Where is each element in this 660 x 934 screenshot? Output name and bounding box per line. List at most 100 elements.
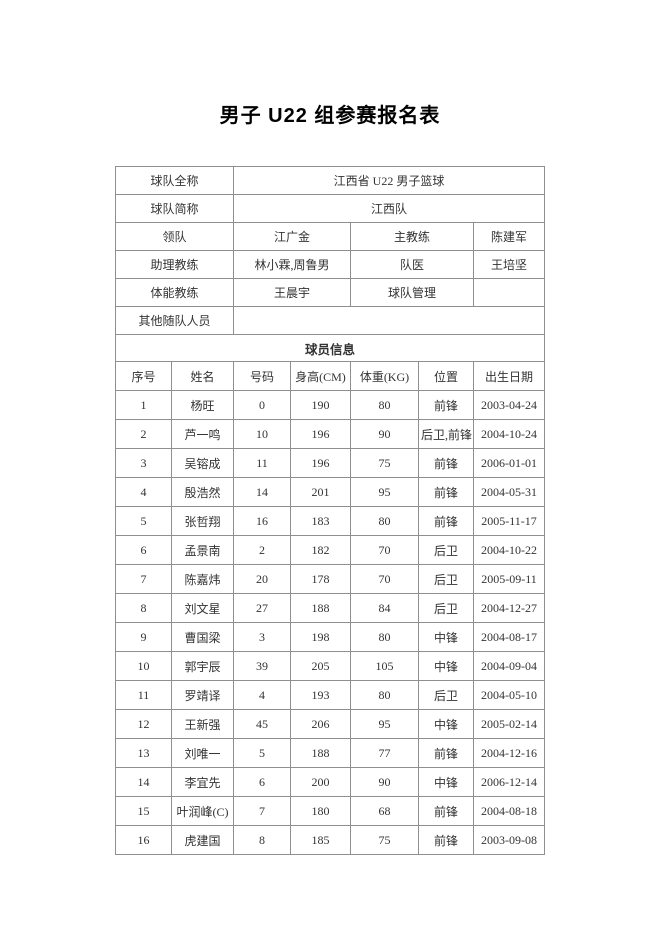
player-index-cell: 12 xyxy=(114,709,172,739)
player-row: 7 陈嘉炜 20 178 70 后卫 2005-09-11 xyxy=(114,564,546,594)
player-name-cell: 刘文星 xyxy=(170,593,234,623)
player-height-cell: 201 xyxy=(289,477,351,507)
team-shortname-label: 球队简称 xyxy=(114,194,234,223)
player-name-cell: 叶润峰(C) xyxy=(170,796,234,826)
player-position-cell: 前锋 xyxy=(417,477,474,507)
player-row: 3 吴镕成 11 196 75 前锋 2006-01-01 xyxy=(114,448,546,478)
player-weight-cell: 70 xyxy=(349,535,419,565)
player-position-cell: 中锋 xyxy=(417,709,474,739)
team-fullname-value: 江西省 U22 男子篮球 xyxy=(232,166,546,195)
assistant-coach-value: 林小霖,周鲁男 xyxy=(232,250,351,279)
player-index-cell: 3 xyxy=(114,448,172,478)
players-table-body: 1 杨旺 0 190 80 前锋 2003-04-24 2 芦一鸣 10 196… xyxy=(114,390,546,855)
player-number-cell: 6 xyxy=(232,767,291,797)
player-row: 15 叶润峰(C) 7 180 68 前锋 2004-08-18 xyxy=(114,796,546,826)
player-number-cell: 16 xyxy=(232,506,291,536)
player-row: 14 李宜先 6 200 90 中锋 2006-12-14 xyxy=(114,767,546,797)
team-shortname-value: 江西队 xyxy=(232,194,546,223)
player-height-cell: 193 xyxy=(289,680,351,710)
player-height-cell: 206 xyxy=(289,709,351,739)
fitness-coach-value: 王晨宇 xyxy=(232,278,351,307)
col-header-height: 身高(CM) xyxy=(289,361,351,391)
player-name-cell: 刘唯一 xyxy=(170,738,234,768)
fitness-coach-label: 体能教练 xyxy=(114,278,234,307)
player-index-cell: 2 xyxy=(114,419,172,449)
player-birthdate-cell: 2004-05-10 xyxy=(472,680,546,710)
assistant-doctor-row: 助理教练 林小霖,周鲁男 队医 王培坚 xyxy=(114,250,546,279)
leader-label: 领队 xyxy=(114,222,234,251)
player-position-cell: 中锋 xyxy=(417,651,474,681)
player-number-cell: 20 xyxy=(232,564,291,594)
page-title: 男子 U22 组参赛报名表 xyxy=(219,105,441,127)
player-height-cell: 198 xyxy=(289,622,351,652)
head-coach-label: 主教练 xyxy=(349,222,474,251)
player-position-cell: 后卫 xyxy=(417,593,474,623)
player-weight-cell: 80 xyxy=(349,680,419,710)
team-manager-value xyxy=(472,278,546,307)
other-staff-row: 其他随队人员 xyxy=(114,306,546,335)
player-weight-cell: 105 xyxy=(349,651,419,681)
player-index-cell: 6 xyxy=(114,535,172,565)
player-weight-cell: 95 xyxy=(349,709,419,739)
player-height-cell: 190 xyxy=(289,390,351,420)
player-name-cell: 殷浩然 xyxy=(170,477,234,507)
players-column-header-row: 序号 姓名 号码 身高(CM) 体重(KG) 位置 出生日期 xyxy=(114,361,546,391)
player-height-cell: 182 xyxy=(289,535,351,565)
player-row: 11 罗靖译 4 193 80 后卫 2004-05-10 xyxy=(114,680,546,710)
player-position-cell: 后卫 xyxy=(417,535,474,565)
player-position-cell: 后卫,前锋 xyxy=(417,419,474,449)
player-height-cell: 185 xyxy=(289,825,351,855)
player-number-cell: 4 xyxy=(232,680,291,710)
player-weight-cell: 80 xyxy=(349,390,419,420)
other-staff-value xyxy=(232,306,546,335)
col-header-position: 位置 xyxy=(417,361,474,391)
team-doctor-label: 队医 xyxy=(349,250,474,279)
player-position-cell: 前锋 xyxy=(417,506,474,536)
player-index-cell: 14 xyxy=(114,767,172,797)
player-index-cell: 8 xyxy=(114,593,172,623)
player-birthdate-cell: 2005-09-11 xyxy=(472,564,546,594)
player-row: 5 张哲翔 16 183 80 前锋 2005-11-17 xyxy=(114,506,546,536)
player-weight-cell: 80 xyxy=(349,506,419,536)
players-section-title: 球员信息 xyxy=(114,334,546,362)
player-number-cell: 8 xyxy=(232,825,291,855)
player-height-cell: 188 xyxy=(289,738,351,768)
player-birthdate-cell: 2003-09-08 xyxy=(472,825,546,855)
leader-value: 江广金 xyxy=(232,222,351,251)
col-header-number: 号码 xyxy=(232,361,291,391)
player-row: 13 刘唯一 5 188 77 前锋 2004-12-16 xyxy=(114,738,546,768)
player-index-cell: 4 xyxy=(114,477,172,507)
player-birthdate-cell: 2003-04-24 xyxy=(472,390,546,420)
player-name-cell: 张哲翔 xyxy=(170,506,234,536)
player-birthdate-cell: 2004-10-24 xyxy=(472,419,546,449)
team-fullname-label: 球队全称 xyxy=(114,166,234,195)
player-number-cell: 27 xyxy=(232,593,291,623)
player-birthdate-cell: 2006-12-14 xyxy=(472,767,546,797)
player-row: 6 孟景南 2 182 70 后卫 2004-10-22 xyxy=(114,535,546,565)
player-index-cell: 5 xyxy=(114,506,172,536)
player-name-cell: 虎建国 xyxy=(170,825,234,855)
leader-coach-row: 领队 江广金 主教练 陈建军 xyxy=(114,222,546,251)
players-section-header-row: 球员信息 xyxy=(114,334,546,362)
player-row: 2 芦一鸣 10 196 90 后卫,前锋 2004-10-24 xyxy=(114,419,546,449)
fitness-manager-row: 体能教练 王晨宇 球队管理 xyxy=(114,278,546,307)
player-position-cell: 前锋 xyxy=(417,796,474,826)
player-position-cell: 后卫 xyxy=(417,680,474,710)
player-position-cell: 中锋 xyxy=(417,767,474,797)
player-name-cell: 曹国梁 xyxy=(170,622,234,652)
player-index-cell: 13 xyxy=(114,738,172,768)
player-name-cell: 吴镕成 xyxy=(170,448,234,478)
col-header-birthdate: 出生日期 xyxy=(472,361,546,391)
player-row: 4 殷浩然 14 201 95 前锋 2004-05-31 xyxy=(114,477,546,507)
player-weight-cell: 95 xyxy=(349,477,419,507)
player-birthdate-cell: 2004-05-31 xyxy=(472,477,546,507)
player-height-cell: 205 xyxy=(289,651,351,681)
team-manager-label: 球队管理 xyxy=(349,278,474,307)
player-row: 9 曹国梁 3 198 80 中锋 2004-08-17 xyxy=(114,622,546,652)
player-name-cell: 罗靖译 xyxy=(170,680,234,710)
player-row: 1 杨旺 0 190 80 前锋 2003-04-24 xyxy=(114,390,546,420)
player-name-cell: 王新强 xyxy=(170,709,234,739)
player-birthdate-cell: 2005-02-14 xyxy=(472,709,546,739)
player-index-cell: 15 xyxy=(114,796,172,826)
